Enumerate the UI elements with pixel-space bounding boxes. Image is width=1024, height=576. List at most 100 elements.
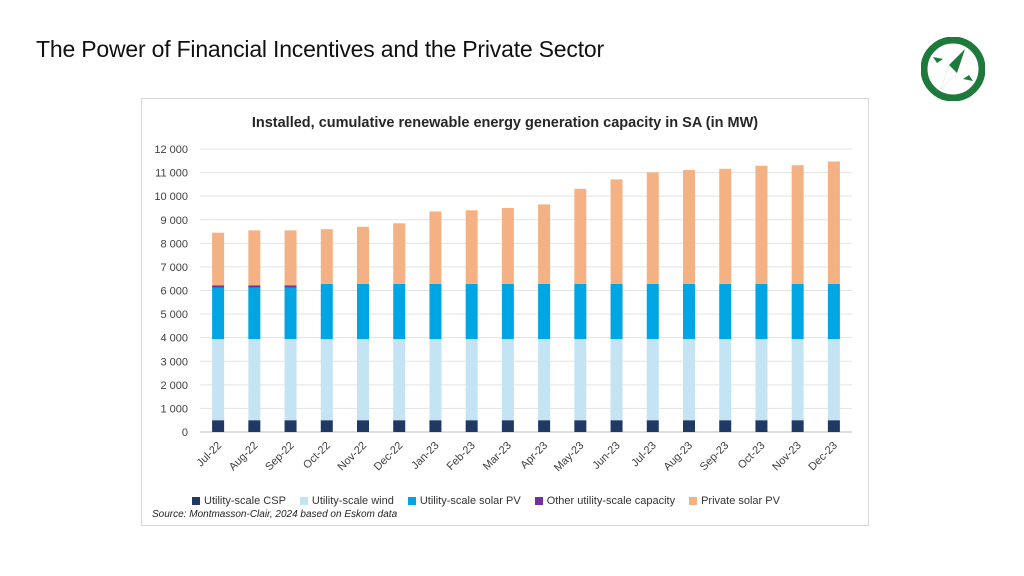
bar-segment — [538, 420, 551, 432]
legend-label: Utility-scale solar PV — [419, 495, 521, 507]
x-tick-label: Mar-23 — [481, 440, 514, 473]
page-title: The Power of Financial Incentives and th… — [36, 36, 604, 62]
y-tick-label: 1 000 — [160, 403, 188, 415]
bar-segment — [501, 339, 514, 421]
legend-swatch — [534, 497, 543, 505]
bar-segment — [574, 188, 587, 284]
bar-segment — [212, 287, 225, 340]
x-tick-label: Dec-23 — [806, 440, 840, 474]
bar-segment — [357, 339, 369, 421]
x-tick-label: Jul-22 — [195, 440, 225, 470]
bar-segment — [465, 283, 478, 340]
bar-segment — [610, 283, 623, 340]
bar-segment — [574, 339, 587, 421]
y-tick-label: 9 000 — [160, 215, 188, 227]
bar-segment — [357, 226, 369, 284]
bar-segment — [212, 339, 225, 421]
legend-item: Utility-scale solar PV — [407, 495, 521, 507]
bar-segment — [248, 285, 261, 288]
bar-segment — [755, 165, 768, 284]
bar-segment — [501, 283, 514, 340]
x-tick-label: Jan-23 — [409, 440, 441, 472]
stacked-bar-chart: Installed, cumulative renewable energy g… — [154, 115, 852, 474]
bar-segment — [719, 283, 732, 340]
legend-item: Utility-scale CSP — [192, 495, 286, 507]
y-tick-label: 11 000 — [155, 168, 188, 180]
legend-item: Utility-scale wind — [299, 495, 394, 507]
bar-segment — [719, 339, 732, 421]
bar-segment — [719, 168, 732, 284]
x-tick-label: Aug-22 — [227, 440, 261, 474]
bar-segment — [610, 420, 623, 432]
bar-segment — [284, 420, 297, 432]
bar-segment — [284, 287, 297, 340]
y-tick-label: 4 000 — [160, 333, 188, 345]
x-tick-label: Jun-23 — [590, 440, 622, 472]
bar-segment — [393, 339, 406, 421]
bar-segment — [574, 420, 587, 432]
bar-segment — [320, 283, 333, 340]
bar-segment — [393, 223, 406, 284]
y-tick-label: 5 000 — [160, 309, 188, 321]
chart-source-note: Source: Montmasson-Clair, 2024 based on … — [152, 509, 398, 520]
x-tick-label: Oct-22 — [301, 440, 333, 472]
bar-segment — [357, 283, 369, 340]
x-tick-label: Oct-23 — [736, 440, 768, 472]
bar-segment — [320, 420, 333, 432]
bar-segment — [429, 211, 442, 284]
bar-segment — [284, 230, 297, 286]
bar-segment — [683, 420, 695, 432]
bar-segment — [212, 420, 225, 432]
bar-segment — [465, 339, 478, 421]
bar-segment — [393, 420, 406, 432]
legend-swatch — [299, 497, 308, 505]
compass-logo-icon — [920, 36, 986, 102]
bar-segment — [574, 283, 587, 340]
bar-segment — [212, 285, 225, 288]
y-tick-label: 10 000 — [154, 191, 188, 203]
bar-segment — [248, 287, 261, 340]
legend-label: Utility-scale CSP — [204, 495, 286, 507]
bar-segment — [683, 169, 695, 284]
bar-segment — [827, 420, 840, 432]
bar-segment — [791, 283, 804, 340]
x-tick-label: Dec-22 — [372, 440, 406, 474]
bar-segment — [501, 420, 514, 432]
bar-segment — [755, 283, 768, 340]
bar-segment — [429, 283, 442, 340]
x-tick-label: Jul-23 — [629, 440, 659, 470]
bar-segment — [719, 420, 732, 432]
x-tick-label: Feb-23 — [445, 440, 478, 473]
bar-segment — [248, 420, 261, 432]
x-tick-label: Sep-22 — [263, 440, 297, 474]
bar-segment — [610, 339, 623, 421]
legend-item: Private solar PV — [689, 495, 780, 507]
bar-segment — [357, 420, 369, 432]
bar-segment — [683, 339, 695, 421]
x-tick-label: May-23 — [552, 440, 586, 474]
bar-segment — [755, 420, 768, 432]
x-tick-label: Aug-23 — [662, 440, 696, 474]
bar-segment — [501, 207, 514, 284]
bar-segment — [320, 339, 333, 421]
bar-segment — [827, 283, 840, 340]
bar-segment — [791, 339, 804, 421]
bar-segment — [393, 283, 406, 340]
y-tick-label: 3 000 — [160, 356, 188, 368]
bar-segment — [538, 204, 551, 284]
x-tick-label: Nov-22 — [336, 440, 370, 474]
bar-segment — [429, 339, 442, 421]
y-tick-label: 6 000 — [160, 286, 188, 298]
bar-segment — [827, 161, 840, 284]
x-tick-label: Sep-23 — [698, 440, 732, 474]
legend-swatch — [689, 497, 698, 505]
bar-segment — [429, 420, 442, 432]
y-tick-label: 8 000 — [160, 238, 188, 250]
y-tick-label: 12 000 — [154, 144, 188, 156]
bar-segment — [646, 339, 659, 421]
bar-segment — [827, 339, 840, 421]
bar-segment — [284, 339, 297, 421]
legend-label: Utility-scale wind — [311, 495, 394, 507]
bar-segment — [248, 230, 261, 286]
legend-item: Other utility-scale capacity — [534, 495, 675, 507]
